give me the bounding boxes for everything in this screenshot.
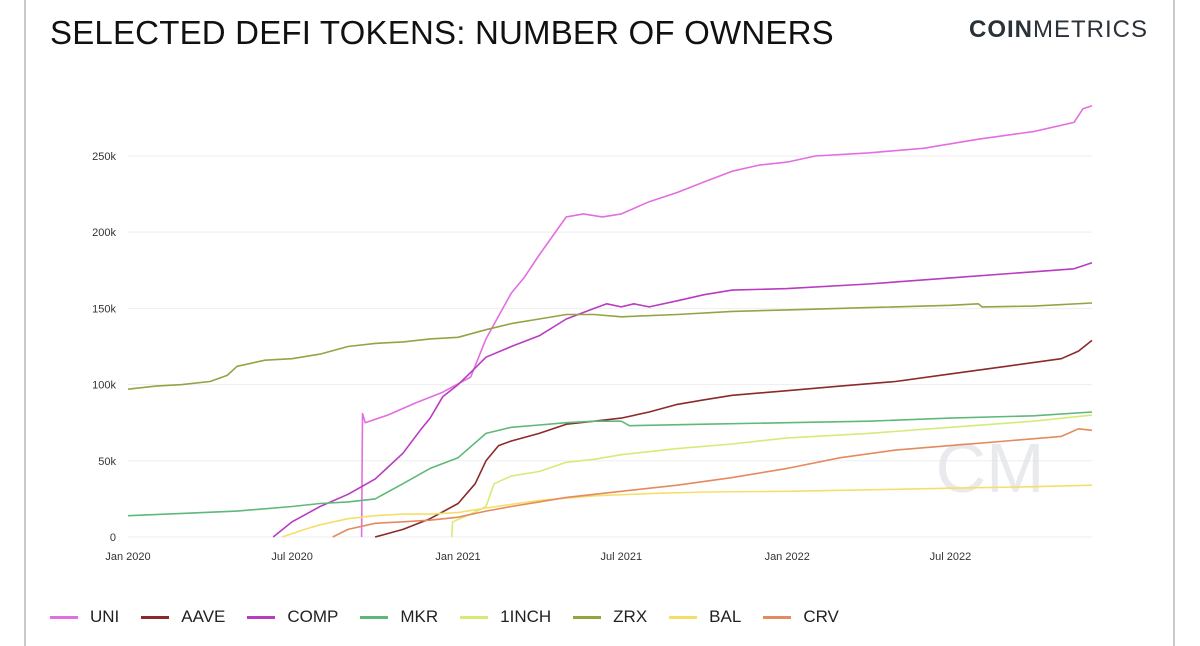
legend-item-comp[interactable]: COMP bbox=[247, 607, 338, 627]
chart-frame bbox=[24, 0, 1175, 646]
x-axis-ticks: Jan 2020 Jul 2020 Jan 2021 Jul 2021 Jan 2022… bbox=[105, 551, 971, 563]
x-tick-label: Jul 2021 bbox=[600, 551, 642, 563]
x-tick-label: Jul 2020 bbox=[271, 551, 313, 563]
y-tick-label: 200k bbox=[92, 227, 116, 239]
legend-swatch bbox=[460, 615, 489, 619]
legend-item-1inch[interactable]: 1INCH bbox=[460, 607, 551, 627]
y-tick-label: 250k bbox=[92, 151, 116, 163]
x-tick-label: Jan 2020 bbox=[105, 551, 150, 563]
x-tick-label: Jan 2022 bbox=[765, 551, 810, 563]
series-line-bal bbox=[281, 484, 1093, 538]
legend-item-aave[interactable]: AAVE bbox=[141, 607, 225, 627]
legend-label: CRV bbox=[803, 607, 839, 626]
legend: UNI AAVE COMP MKR 1INCH ZRX BAL CRV bbox=[50, 607, 861, 627]
legend-swatch bbox=[669, 615, 698, 619]
legend-swatch bbox=[50, 615, 78, 619]
legend-item-zrx[interactable]: ZRX bbox=[573, 607, 647, 627]
series-line-comp bbox=[272, 261, 1093, 538]
logo-bold-text: COIN bbox=[969, 16, 1033, 43]
y-tick-label: 0 bbox=[110, 532, 116, 544]
legend-swatch bbox=[247, 615, 276, 619]
series-line-zrx bbox=[127, 302, 1093, 390]
coinmetrics-logo: COINMETRICS bbox=[969, 16, 1148, 44]
series-line-aave bbox=[374, 339, 1093, 538]
logo-light-text: METRICS bbox=[1033, 16, 1148, 43]
x-tick-label: Jan 2021 bbox=[435, 551, 480, 563]
y-tick-label: 150k bbox=[92, 303, 116, 315]
y-axis-ticks: 0 50k 100k 150k 200k 250k bbox=[92, 151, 116, 544]
watermark-logo: CM bbox=[936, 429, 1045, 507]
legend-item-mkr[interactable]: MKR bbox=[360, 607, 438, 627]
legend-label: COMP bbox=[287, 607, 339, 626]
legend-label: MKR bbox=[400, 607, 439, 626]
y-tick-label: 50k bbox=[98, 456, 116, 468]
legend-item-uni[interactable]: UNI bbox=[50, 607, 119, 627]
legend-label: UNI bbox=[90, 607, 120, 626]
legend-item-bal[interactable]: BAL bbox=[669, 607, 741, 627]
page-title: SELECTED DEFI TOKENS: NUMBER OF OWNERS bbox=[50, 14, 834, 51]
legend-swatch bbox=[763, 615, 792, 619]
y-tick-label: 100k bbox=[92, 380, 116, 392]
gridlines bbox=[128, 155, 1092, 538]
series-line-uni bbox=[360, 104, 1093, 538]
legend-label: AAVE bbox=[181, 607, 226, 626]
series-lines bbox=[127, 104, 1093, 538]
x-tick-label: Jul 2022 bbox=[930, 551, 972, 563]
legend-label: ZRX bbox=[613, 607, 648, 626]
legend-label: BAL bbox=[709, 607, 742, 626]
series-line-mkr bbox=[127, 411, 1093, 517]
series-line-crv bbox=[332, 427, 1093, 538]
legend-swatch bbox=[360, 615, 389, 619]
legend-swatch bbox=[141, 615, 170, 619]
legend-item-crv[interactable]: CRV bbox=[763, 607, 839, 627]
legend-label: 1INCH bbox=[500, 607, 552, 626]
legend-swatch bbox=[573, 615, 602, 619]
